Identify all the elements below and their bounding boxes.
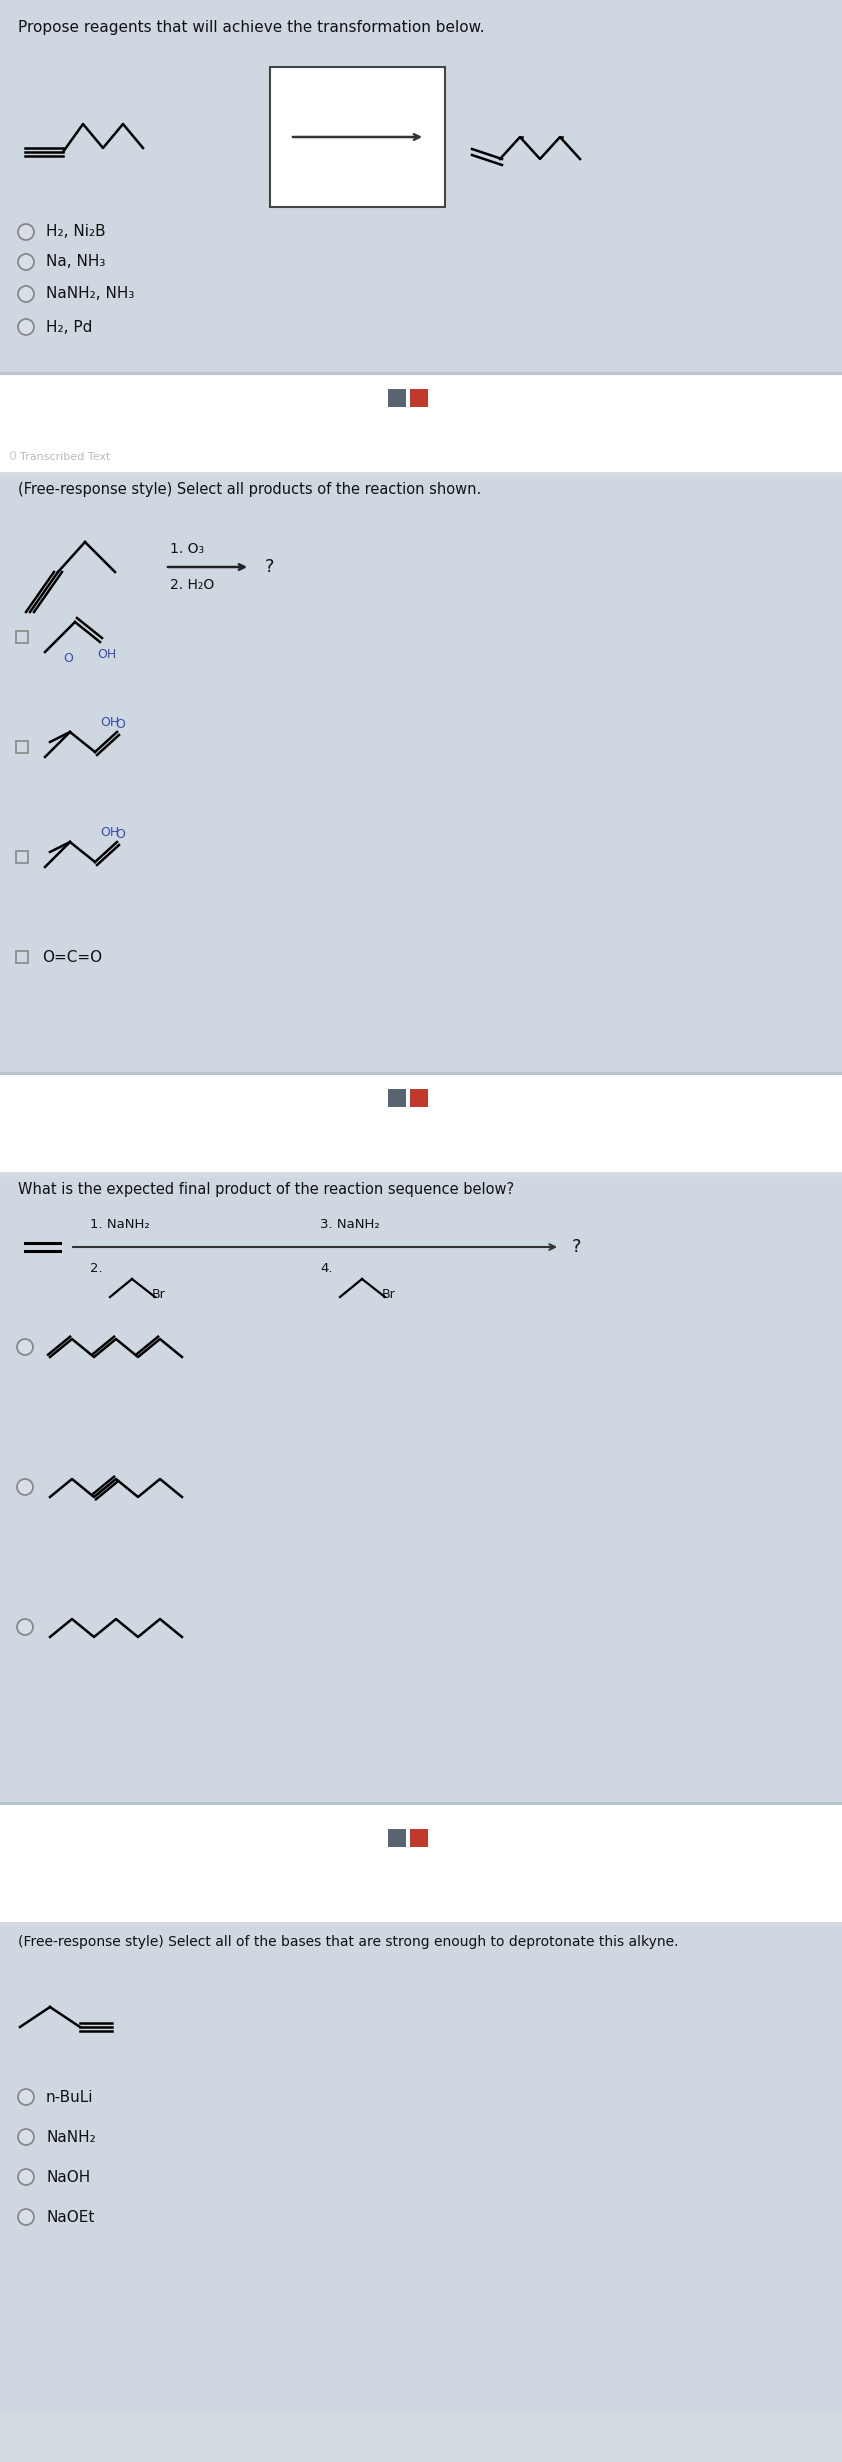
Text: 3. NaNH₂: 3. NaNH₂ — [320, 1219, 380, 1231]
Text: 1. O₃: 1. O₃ — [170, 542, 204, 556]
Bar — [270, 66, 445, 207]
Bar — [410, 389, 428, 406]
Text: 2. H₂O: 2. H₂O — [170, 579, 214, 591]
Bar — [16, 852, 28, 864]
Text: Br: Br — [152, 1288, 166, 1300]
Text: n-BuLi: n-BuLi — [46, 2090, 93, 2105]
Text: O=C=O: O=C=O — [42, 950, 102, 965]
Bar — [0, 374, 842, 473]
Text: Transcribed Text: Transcribed Text — [20, 453, 110, 463]
Bar — [0, 1802, 842, 1805]
Text: ?: ? — [265, 559, 274, 576]
Text: NaOEt: NaOEt — [46, 2208, 94, 2226]
Circle shape — [18, 286, 34, 303]
Text: H₂, Pd: H₂, Pd — [46, 320, 93, 335]
Text: (Free-response style) Select all of the bases that are strong enough to deproton: (Free-response style) Select all of the … — [18, 1935, 679, 1950]
Text: O: O — [115, 830, 125, 842]
Text: Propose reagents that will achieve the transformation below.: Propose reagents that will achieve the t… — [18, 20, 485, 34]
Circle shape — [18, 2088, 34, 2105]
Text: 4.: 4. — [320, 1263, 333, 1275]
Bar — [0, 372, 842, 374]
Text: 1. NaNH₂: 1. NaNH₂ — [90, 1219, 150, 1231]
Bar — [388, 1829, 406, 1846]
Circle shape — [18, 254, 34, 271]
Circle shape — [17, 1620, 33, 1635]
Text: 0: 0 — [8, 451, 16, 463]
Bar — [388, 1088, 406, 1108]
Text: Br: Br — [382, 1288, 396, 1300]
Bar — [0, 1071, 842, 1076]
Text: What is the expected final product of the reaction sequence below?: What is the expected final product of th… — [18, 1182, 514, 1197]
Text: O: O — [63, 652, 73, 665]
Bar — [0, 0, 842, 372]
Bar — [388, 389, 406, 406]
Bar — [16, 741, 28, 753]
Text: (Free-response style) Select all products of the reaction shown.: (Free-response style) Select all product… — [18, 483, 482, 497]
Text: H₂, Ni₂B: H₂, Ni₂B — [46, 224, 105, 239]
Bar — [0, 1928, 842, 2413]
Bar — [0, 1805, 842, 1923]
Circle shape — [18, 2130, 34, 2144]
Bar — [0, 1076, 842, 1172]
Text: NaNH₂: NaNH₂ — [46, 2130, 96, 2144]
Bar — [410, 1829, 428, 1846]
Circle shape — [18, 224, 34, 239]
Circle shape — [18, 2169, 34, 2184]
Circle shape — [17, 1480, 33, 1494]
Text: OH: OH — [97, 648, 116, 662]
Bar — [16, 950, 28, 963]
Text: Na, NH₃: Na, NH₃ — [46, 254, 105, 268]
Bar — [0, 1177, 842, 1802]
Text: NaOH: NaOH — [46, 2169, 90, 2184]
Bar — [16, 630, 28, 643]
Circle shape — [17, 1339, 33, 1354]
Text: OH: OH — [100, 825, 120, 840]
Text: ?: ? — [572, 1238, 582, 1256]
Circle shape — [18, 320, 34, 335]
Text: NaNH₂, NH₃: NaNH₂, NH₃ — [46, 286, 135, 300]
Text: OH: OH — [100, 716, 120, 729]
Circle shape — [18, 2208, 34, 2226]
Bar — [0, 478, 842, 1071]
Bar — [410, 1088, 428, 1108]
Text: O: O — [115, 719, 125, 731]
Text: 2.: 2. — [90, 1263, 103, 1275]
